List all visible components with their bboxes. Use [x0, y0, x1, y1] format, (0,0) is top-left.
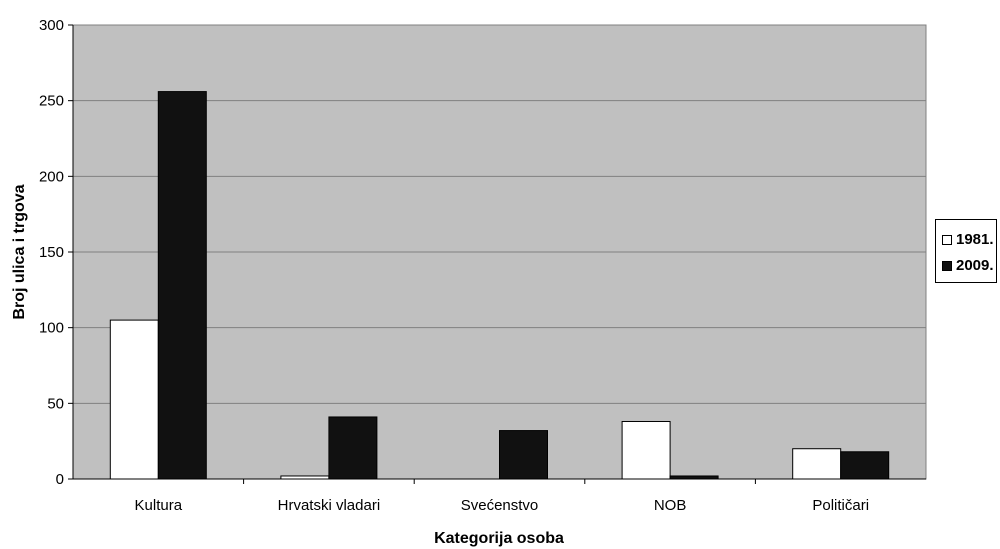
x-axis-title: Kategorija osoba	[434, 530, 564, 547]
legend-swatch-2009	[942, 260, 952, 271]
bar-2009-kultura	[157, 91, 207, 480]
bar-1981-kultura	[109, 319, 159, 480]
x-tick-label: Svećenstvo	[461, 497, 539, 514]
y-tick-label: 200	[39, 168, 64, 185]
legend-item-2009: 2009.	[942, 257, 994, 274]
legend-label-2009: 2009.	[956, 257, 994, 274]
bar-2009-hrvatski-vladari	[328, 416, 378, 480]
y-tick-label: 300	[39, 17, 64, 34]
gridlines	[73, 100, 926, 404]
y-tick-label: 100	[39, 320, 64, 337]
x-tick-label: Političari	[812, 497, 869, 514]
y-tick-label: 150	[39, 244, 64, 261]
y-tick-label: 50	[47, 395, 64, 412]
y-axis-title: Broj ulica i trgova	[11, 184, 28, 319]
legend-item-1981: 1981.	[942, 231, 994, 248]
bars	[109, 91, 890, 480]
x-tick-label: Kultura	[135, 497, 183, 514]
legend-swatch-1981	[942, 234, 952, 245]
bar-2009-svećenstvo	[499, 430, 548, 480]
x-axis-ticks: Kultura Hrvatski vladari Svećenstvo NOB Poli…	[135, 479, 869, 514]
y-axis-ticks: 0 50 100 150 200 250 300	[39, 17, 73, 488]
legend-label-1981: 1981.	[956, 231, 994, 248]
bar-2009-političari	[840, 451, 890, 480]
bar-1981-nob	[621, 420, 671, 480]
bar-1981-političari	[792, 448, 842, 480]
x-tick-label: Hrvatski vladari	[278, 497, 381, 514]
y-tick-label: 0	[56, 471, 64, 488]
x-tick-label: NOB	[654, 497, 687, 514]
legend: 1981. 2009.	[935, 219, 997, 283]
y-tick-label: 250	[39, 93, 64, 110]
